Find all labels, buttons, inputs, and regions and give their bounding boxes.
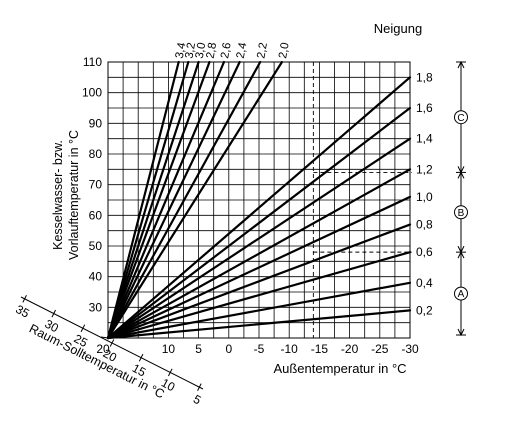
slope-label: 0,2	[416, 303, 433, 317]
y-axis-label-line2: Vorlauftemperatur in °C	[67, 130, 81, 260]
heating-curve	[106, 60, 241, 340]
heating-curve	[106, 195, 412, 340]
slope-label: 0,8	[416, 218, 433, 232]
x-axis-label: Außentemperatur in °C	[273, 361, 406, 376]
y-tick-label: 70	[89, 178, 103, 192]
heating-curve	[106, 251, 412, 340]
x-tick-label: -30	[401, 342, 419, 356]
slope-label: 1,0	[416, 190, 433, 204]
heating-curve	[106, 168, 412, 340]
y-tick-label: 40	[89, 270, 103, 284]
heating-curve	[106, 281, 412, 340]
heating-curve	[106, 60, 226, 340]
x-tick-label: -25	[371, 342, 389, 356]
y-tick-label: 100	[82, 86, 102, 100]
range-marker-label: A	[458, 289, 465, 300]
slope-label: 2,8	[205, 42, 220, 60]
room-axis-tick	[22, 295, 27, 303]
room-axis-tick-label: 30	[42, 317, 61, 336]
room-axis-tick	[51, 309, 57, 318]
x-tick-labels: 10 5 0 -5 -10 -15 -20 -25 -30	[162, 342, 419, 356]
y-tick-label: 30	[89, 300, 103, 314]
x-tick-label: 5	[195, 342, 202, 356]
x-tick-label: 10	[162, 342, 176, 356]
slope-label: 2,6	[219, 42, 234, 60]
x-tick-label: 0	[225, 342, 232, 356]
slope-label: 3,4	[174, 41, 189, 59]
range-markers: C B A	[454, 60, 468, 337]
heating-curve	[106, 60, 180, 340]
x-tick-label: -10	[281, 342, 299, 356]
slope-label: 2,2	[255, 42, 270, 60]
range-marker-circle	[454, 205, 468, 220]
y-tick-label: 50	[89, 239, 103, 253]
room-axis-tick-label: 15	[130, 361, 149, 380]
room-axis-connector	[100, 336, 109, 339]
room-axis-tick	[109, 339, 115, 347]
heating-curve	[106, 309, 412, 340]
range-marker-label: B	[458, 208, 465, 219]
room-axis-tick-label: 35	[13, 302, 32, 321]
curves	[106, 60, 412, 340]
heating-curve	[106, 106, 412, 340]
room-axis-tick	[80, 324, 86, 333]
legend-title: Neigung	[374, 21, 422, 36]
room-axis-tick	[138, 353, 144, 362]
heating-curve	[106, 60, 284, 340]
y-tick-label: 80	[89, 147, 103, 161]
y-tick-label: 60	[89, 208, 103, 222]
range-marker-circle	[454, 110, 468, 125]
room-axis-tick	[167, 368, 173, 377]
slope-label: 0,6	[416, 245, 433, 259]
x-tick-label: -15	[311, 342, 329, 356]
origin-label: 20	[96, 342, 110, 356]
range-arrow-down	[457, 328, 465, 337]
slope-label: 2,0	[277, 42, 292, 60]
x-tick-label: -5	[254, 342, 265, 356]
room-axis-tick-label: 25	[72, 331, 91, 350]
heating-curve	[106, 137, 412, 340]
range-arrow-up	[457, 251, 465, 259]
slope-label: 1,4	[416, 132, 433, 146]
room-axis-tick-label: 20	[101, 346, 120, 365]
slope-label: 1,6	[416, 101, 433, 115]
heating-curve	[106, 60, 262, 340]
slope-label: 1,8	[416, 70, 433, 84]
range-arrow-up	[457, 171, 465, 179]
room-axis-tick	[197, 383, 202, 391]
slope-label: 1,2	[416, 162, 433, 176]
slope-labels: 3,43,23,02,8 2,6 2,4 2,2 2,0 1,8 1,6 1,4 1,2 1,0 0…	[174, 41, 433, 317]
room-axis-tick-label: 10	[159, 376, 178, 395]
room-axis: 35 30 25 20 15 10 5	[13, 295, 204, 408]
y-tick-label: 110	[83, 55, 102, 69]
y-tick-label: 90	[89, 116, 103, 130]
range-marker-label: C	[457, 113, 464, 124]
slope-label: 2,4	[235, 41, 250, 59]
y-axis-label-line1: Kesselwasser- bzw.	[51, 140, 65, 250]
range-marker-circle	[454, 286, 468, 301]
slope-label: 0,4	[416, 276, 433, 290]
y-tick-labels: 110 100 90 80 70 60 50 40 30	[82, 55, 102, 314]
slope-label: 3,2	[183, 42, 198, 60]
range-arrow-up	[457, 60, 465, 69]
room-axis-tick-label: 5	[191, 392, 204, 408]
heating-curve	[106, 223, 412, 340]
heating-curve	[106, 60, 211, 340]
heating-curve	[106, 60, 190, 340]
heating-curve	[106, 76, 412, 340]
dashed-guides	[312, 62, 412, 338]
x-tick-label: -20	[341, 342, 359, 356]
heating-curve	[106, 60, 200, 340]
slope-label: 3,0	[194, 42, 209, 60]
